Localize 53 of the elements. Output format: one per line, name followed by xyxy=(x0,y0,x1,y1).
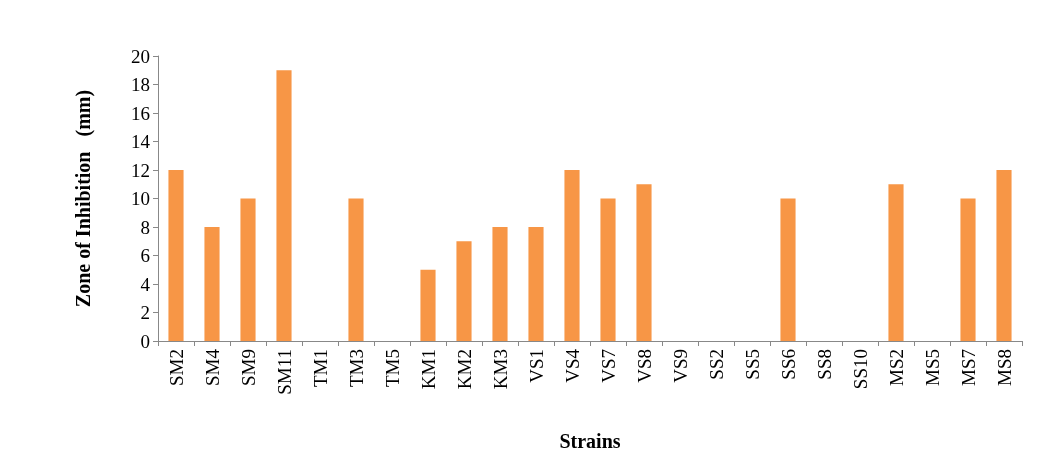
x-tick-label: SM9 xyxy=(237,349,259,386)
bar xyxy=(204,227,220,341)
x-tick-label: KM3 xyxy=(489,349,511,390)
x-tick-label: VS9 xyxy=(669,349,691,383)
y-tick-label: 20 xyxy=(131,45,150,67)
x-tick-label: SM11 xyxy=(273,349,295,395)
y-tick-label: 4 xyxy=(140,273,151,295)
x-tick-label: SM2 xyxy=(165,349,187,386)
x-tick-label: VS8 xyxy=(633,349,655,383)
x-tick-label: MS2 xyxy=(885,349,907,386)
x-tick-label: SM4 xyxy=(201,348,223,386)
x-tick-label: MS8 xyxy=(993,349,1015,386)
bar xyxy=(240,198,256,341)
x-tick-label: SS10 xyxy=(849,349,871,390)
y-tick-label: 16 xyxy=(131,102,150,124)
bar xyxy=(636,184,652,341)
x-tick-label: KM1 xyxy=(417,349,439,390)
x-tick-label: MS5 xyxy=(921,349,943,386)
y-tick-label: 6 xyxy=(140,245,150,266)
bar xyxy=(420,269,436,341)
bar xyxy=(492,227,508,341)
bar xyxy=(564,170,580,341)
bar xyxy=(996,170,1012,341)
bar xyxy=(456,241,472,341)
y-tick-label: 10 xyxy=(131,188,150,209)
bar xyxy=(780,198,796,341)
y-tick-label: 2 xyxy=(140,302,150,323)
y-tick-label: 0 xyxy=(140,330,150,352)
y-tick-label: 12 xyxy=(131,159,150,181)
y-axis-title: Zone of Inhibition (mm) xyxy=(72,89,95,308)
x-tick-label: TM3 xyxy=(345,349,367,387)
x-tick-label: VS4 xyxy=(561,348,583,383)
x-tick-label: SS8 xyxy=(813,349,835,380)
x-tick-label: SS5 xyxy=(741,349,763,380)
bar xyxy=(528,227,544,341)
x-tick-label: VS1 xyxy=(525,349,547,383)
y-tick-label: 14 xyxy=(131,131,151,152)
bar xyxy=(888,184,904,341)
x-tick-label: SS2 xyxy=(705,349,727,380)
x-tick-label: SS6 xyxy=(777,349,799,380)
x-axis-title: Strains xyxy=(559,430,621,452)
y-tick-label: 18 xyxy=(131,74,150,95)
x-tick-label: MS7 xyxy=(957,349,979,386)
bar xyxy=(276,70,292,341)
bar xyxy=(348,198,364,341)
x-tick-label: TM5 xyxy=(381,349,403,387)
x-tick-label: VS7 xyxy=(597,349,619,383)
x-tick-label: TM1 xyxy=(309,349,331,387)
bar xyxy=(168,170,184,341)
bar xyxy=(960,198,976,341)
bar xyxy=(600,198,616,341)
y-tick-label: 8 xyxy=(140,216,150,238)
x-tick-label: KM2 xyxy=(453,349,475,390)
